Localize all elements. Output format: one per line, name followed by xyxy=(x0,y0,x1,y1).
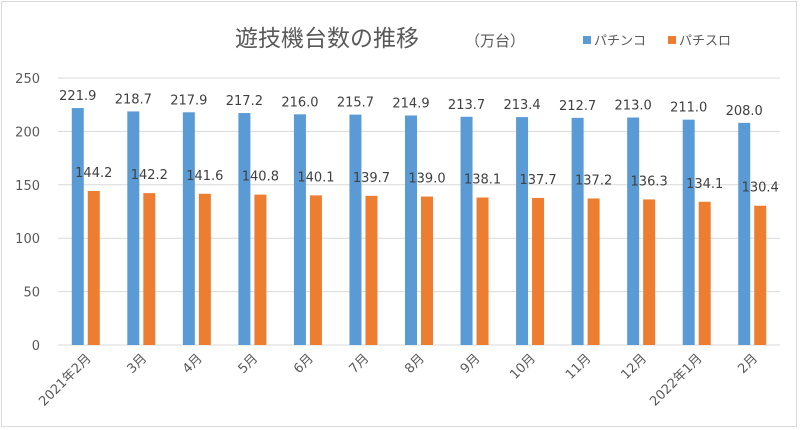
y-tick-label: 0 xyxy=(32,339,40,354)
chart-title: 遊技機台数の推移 xyxy=(235,26,419,52)
legend: パチンコ パチスロ xyxy=(583,34,731,49)
x-tick-label: 6月 xyxy=(291,351,317,377)
x-tick-label: 2月 xyxy=(735,351,761,377)
data-label: 218.7 xyxy=(115,92,152,107)
x-tick-label: 3月 xyxy=(124,351,150,377)
x-tick-label: 12月 xyxy=(618,351,649,382)
bar-pachislo xyxy=(532,197,545,345)
data-label: 130.4 xyxy=(742,181,779,196)
bar-pachislo xyxy=(754,205,767,345)
bar-pachislo xyxy=(143,193,156,345)
bar-pachinko xyxy=(682,119,695,345)
bar-pachislo xyxy=(421,196,433,345)
legend-swatch xyxy=(668,36,676,44)
legend-label: パチンコ xyxy=(594,34,646,49)
bar-pachinko xyxy=(71,108,84,345)
data-label: 137.7 xyxy=(519,173,556,188)
bar-pachinko xyxy=(738,122,751,345)
bar-pachinko xyxy=(405,115,417,345)
y-tick-label: 250 xyxy=(15,72,40,87)
data-label: 136.3 xyxy=(631,174,668,189)
y-tick-label: 150 xyxy=(15,179,40,194)
y-tick-label: 100 xyxy=(15,232,40,247)
data-label: 142.2 xyxy=(131,168,168,183)
bar-pachinko xyxy=(238,113,251,346)
data-label: 144.2 xyxy=(75,166,112,181)
data-label: 138.1 xyxy=(464,173,501,188)
chart-subtitle: （万台） xyxy=(465,32,525,50)
data-label: 141.6 xyxy=(186,169,223,184)
data-label: 215.7 xyxy=(337,96,374,111)
bar-pachinko xyxy=(127,111,140,345)
bar-pachislo xyxy=(309,195,322,345)
data-label: 221.9 xyxy=(59,89,96,104)
x-tick-label: 2022年1月 xyxy=(647,351,705,409)
bar-pachislo xyxy=(698,201,711,345)
data-label: 216.0 xyxy=(281,95,318,110)
y-tick-label: 200 xyxy=(15,125,40,140)
x-tick-label: 9月 xyxy=(458,351,484,377)
data-label: 213.7 xyxy=(448,98,485,113)
bar-pachislo xyxy=(587,198,600,345)
x-tick-label: 2021年2月 xyxy=(36,351,94,409)
bar-pachinko xyxy=(516,117,529,345)
data-label: 211.0 xyxy=(670,101,707,116)
data-label: 208.0 xyxy=(726,104,763,119)
y-tick-label: 50 xyxy=(23,286,40,301)
gridlines: 0 50 100 150 200 250 xyxy=(15,72,780,354)
data-label: 213.4 xyxy=(503,98,540,113)
x-tick-label: 11月 xyxy=(563,351,594,382)
data-label: 214.9 xyxy=(392,96,429,111)
bar-pachinko xyxy=(182,112,195,345)
x-tick-label: 10月 xyxy=(507,351,538,382)
legend-label: パチスロ xyxy=(679,34,731,49)
legend-swatch xyxy=(583,36,591,44)
data-label: 137.2 xyxy=(575,173,612,188)
bar-pachinko xyxy=(460,116,473,345)
bar-pachinko xyxy=(627,117,640,346)
bar-pachislo xyxy=(254,194,267,345)
bar-pachinko xyxy=(571,117,584,346)
data-label: 139.7 xyxy=(353,171,390,186)
data-label: 140.8 xyxy=(242,170,279,185)
data-label: 217.2 xyxy=(226,94,263,109)
x-tick-label: 7月 xyxy=(347,351,373,377)
bar-pachinko xyxy=(293,114,306,345)
bars xyxy=(71,108,767,346)
x-tick-label: 8月 xyxy=(402,351,428,377)
data-label: 140.1 xyxy=(297,170,334,185)
data-label: 212.7 xyxy=(559,99,596,114)
x-tick-label: 4月 xyxy=(180,351,206,377)
data-label: 134.1 xyxy=(686,177,723,192)
data-labels: 221.9 144.2 218.7 142.2 217.9 141.6 217.2 140.8… xyxy=(59,89,779,196)
x-tick-label: 5月 xyxy=(236,351,262,377)
data-label: 213.0 xyxy=(615,99,652,114)
bar-pachislo xyxy=(198,193,211,345)
bar-pachislo xyxy=(476,197,489,345)
bar-pachinko xyxy=(349,114,362,345)
bar-pachislo xyxy=(365,195,378,345)
data-label: 217.9 xyxy=(170,93,207,108)
data-label: 139.0 xyxy=(408,172,445,187)
bar-pachislo xyxy=(643,199,656,345)
bar-pachislo xyxy=(87,190,100,345)
